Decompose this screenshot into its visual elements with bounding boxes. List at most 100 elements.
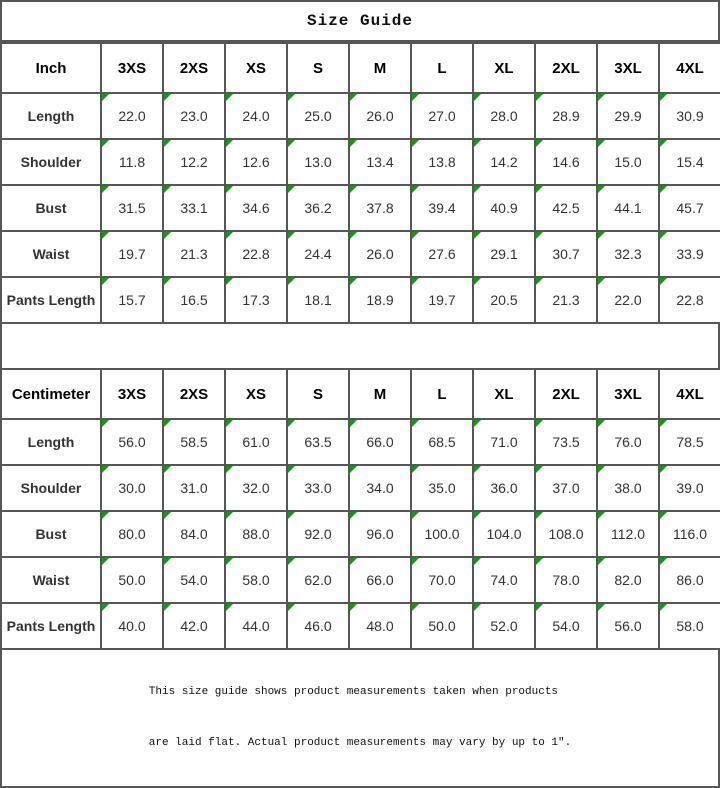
measurement-value-cell: 34.6 — [224, 184, 288, 232]
measurement-value-cell: 20.5 — [472, 276, 536, 324]
cell-error-indicator-icon — [103, 279, 109, 285]
size-column-header: 2XS — [162, 42, 226, 94]
cell-error-indicator-icon — [475, 233, 481, 239]
measurement-value: 12.2 — [180, 154, 208, 170]
measurement-value: 27.6 — [428, 246, 456, 262]
measurement-value: 31.0 — [180, 480, 208, 496]
cell-error-indicator-icon — [661, 233, 667, 239]
measurement-value: 18.1 — [304, 292, 332, 308]
measurement-value-cell: 42.5 — [534, 184, 598, 232]
measurement-value: 84.0 — [180, 526, 208, 542]
measurement-value: 54.0 — [552, 618, 580, 634]
measurement-value-cell: 56.0 — [100, 418, 164, 466]
cell-error-indicator-icon — [165, 279, 171, 285]
measurement-value: 25.0 — [304, 108, 332, 124]
cell-error-indicator-icon — [289, 95, 295, 101]
measurement-value: 19.7 — [428, 292, 456, 308]
cell-error-indicator-icon — [227, 141, 233, 147]
cell-error-indicator-icon — [289, 141, 295, 147]
cell-error-indicator-icon — [413, 95, 419, 101]
cell-error-indicator-icon — [103, 559, 109, 565]
cell-error-indicator-icon — [537, 233, 543, 239]
cell-error-indicator-icon — [661, 187, 667, 193]
cell-error-indicator-icon — [103, 467, 109, 473]
cell-error-indicator-icon — [289, 233, 295, 239]
measurement-label-cell: Shoulder — [0, 138, 102, 186]
measurement-value-cell: 104.0 — [472, 510, 536, 558]
measurement-value-cell: 39.0 — [658, 464, 720, 512]
measurement-value: 20.5 — [490, 292, 518, 308]
cell-error-indicator-icon — [599, 95, 605, 101]
measurement-value-cell: 21.3 — [534, 276, 598, 324]
cell-error-indicator-icon — [661, 559, 667, 565]
measurement-value: 15.4 — [676, 154, 704, 170]
cell-error-indicator-icon — [599, 141, 605, 147]
measurement-value: 66.0 — [366, 434, 394, 450]
measurement-value: 46.0 — [304, 618, 332, 634]
measurement-value: 96.0 — [366, 526, 394, 542]
cell-error-indicator-icon — [599, 467, 605, 473]
measurement-value: 22.8 — [242, 246, 270, 262]
measurement-value-cell: 92.0 — [286, 510, 350, 558]
measurement-row: Bust 80.0 84.0 88.0 92.0 96.0 100.0 104.0 108.0 1… — [0, 510, 720, 558]
measurement-row: Pants Length 15.7 16.5 17.3 18.1 18.9 19.7 20.5… — [0, 276, 720, 324]
table-spacer — [0, 324, 720, 368]
cell-error-indicator-icon — [661, 421, 667, 427]
cell-error-indicator-icon — [351, 233, 357, 239]
measurement-value: 40.0 — [118, 618, 146, 634]
measurement-value: 30.9 — [676, 108, 704, 124]
cell-error-indicator-icon — [289, 467, 295, 473]
measurement-value-cell: 96.0 — [348, 510, 412, 558]
measurement-value-cell: 50.0 — [100, 556, 164, 604]
cell-error-indicator-icon — [537, 467, 543, 473]
cell-error-indicator-icon — [227, 187, 233, 193]
measurement-value: 63.5 — [304, 434, 332, 450]
measurement-value-cell: 34.0 — [348, 464, 412, 512]
unit-header-cell: Centimeter — [0, 368, 102, 420]
measurement-value-cell: 32.3 — [596, 230, 660, 278]
measurement-value-cell: 27.6 — [410, 230, 474, 278]
measurement-value-cell: 31.5 — [100, 184, 164, 232]
cell-error-indicator-icon — [413, 279, 419, 285]
page-title: Size Guide — [306, 12, 413, 30]
measurement-value: 19.7 — [118, 246, 146, 262]
measurement-value-cell: 48.0 — [348, 602, 412, 650]
cell-error-indicator-icon — [289, 187, 295, 193]
measurement-value: 36.0 — [490, 480, 518, 496]
measurement-value: 42.5 — [552, 200, 580, 216]
measurement-value: 92.0 — [304, 526, 332, 542]
measurement-value-cell: 25.0 — [286, 92, 350, 140]
cell-error-indicator-icon — [661, 467, 667, 473]
measurement-value: 14.6 — [552, 154, 580, 170]
cell-error-indicator-icon — [599, 605, 605, 611]
measurement-value: 32.0 — [242, 480, 270, 496]
measurement-value: 38.0 — [614, 480, 642, 496]
measurement-value-cell: 12.2 — [162, 138, 226, 186]
measurement-value-cell: 116.0 — [658, 510, 720, 558]
measurement-value: 26.0 — [366, 108, 394, 124]
cell-error-indicator-icon — [537, 421, 543, 427]
cell-error-indicator-icon — [351, 421, 357, 427]
footer-note: This size guide shows product measuremen… — [0, 650, 720, 788]
measurement-value-cell: 24.0 — [224, 92, 288, 140]
measurement-value: 73.5 — [552, 434, 580, 450]
unit-header-cell: Inch — [0, 42, 102, 94]
measurement-value-cell: 71.0 — [472, 418, 536, 466]
measurement-row: Shoulder 11.8 12.2 12.6 13.0 13.4 13.8 14.2 14.6… — [0, 138, 720, 186]
measurement-value-cell: 13.4 — [348, 138, 412, 186]
measurement-label-cell: Waist — [0, 556, 102, 604]
measurement-value: 50.0 — [118, 572, 146, 588]
size-column-header: XL — [472, 368, 536, 420]
measurement-value: 17.3 — [242, 292, 270, 308]
measurement-value-cell: 19.7 — [100, 230, 164, 278]
measurement-value-cell: 38.0 — [596, 464, 660, 512]
size-column-header: M — [348, 368, 412, 420]
cell-error-indicator-icon — [165, 467, 171, 473]
measurement-value-cell: 30.7 — [534, 230, 598, 278]
measurement-value-cell: 35.0 — [410, 464, 474, 512]
measurement-label-cell: Waist — [0, 230, 102, 278]
measurement-value: 48.0 — [366, 618, 394, 634]
measurement-label-cell: Shoulder — [0, 464, 102, 512]
measurement-value-cell: 44.0 — [224, 602, 288, 650]
measurement-value: 24.4 — [304, 246, 332, 262]
